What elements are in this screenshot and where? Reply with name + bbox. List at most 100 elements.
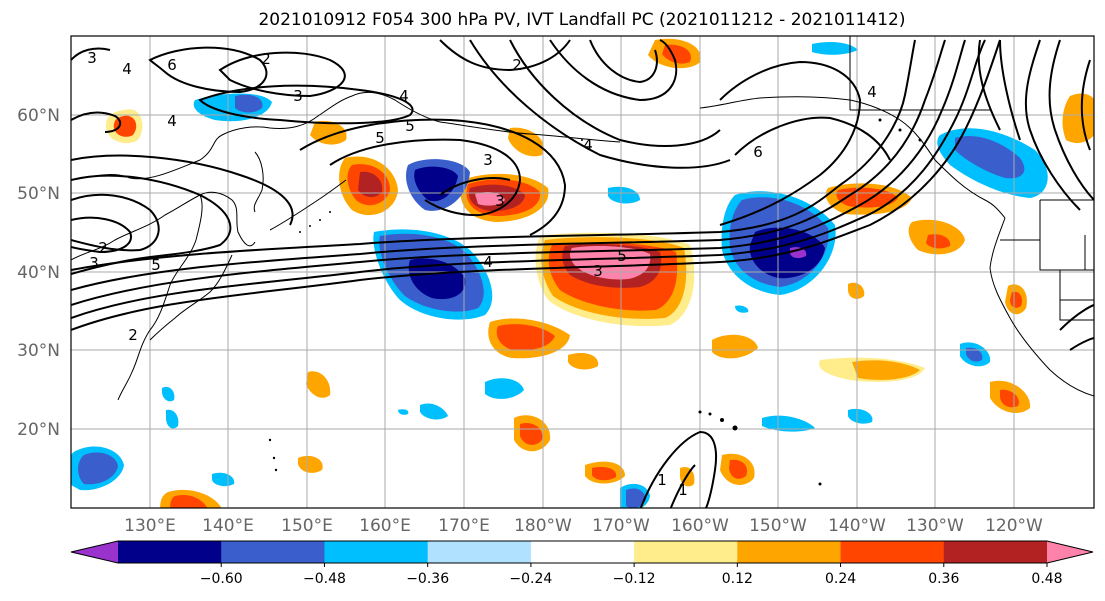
negative-anomaly [608,186,640,204]
negative-anomaly [78,452,118,485]
contour-label: 5 [405,117,415,135]
negative-anomaly [166,409,179,429]
lon-label: 120°W [985,516,1043,536]
contour-label: 6 [167,56,177,74]
islands [268,118,922,486]
negative-anomaly [408,258,466,300]
lon-label: 130°E [124,516,176,536]
lat-label: 60°N [17,106,60,126]
positive-anomaly [306,371,331,398]
negative-anomaly [212,472,235,487]
colorbar-tick-label: −0.60 [200,571,243,587]
colorbar: −0.60 −0.48 −0.36 −0.24 −0.12 0.12 0.24 0.36 0.4… [70,540,1094,587]
contour-label: 5 [151,256,161,274]
negative-anomaly [235,94,263,113]
positive-anomaly [1062,93,1094,144]
negative-anomaly [626,488,646,508]
lon-label: 160°W [671,516,729,536]
negative-anomaly [955,136,1025,179]
negative-anomaly [966,347,983,362]
colorbar-segment [634,541,738,563]
colorbar-tick-label: −0.36 [406,571,449,587]
colorbar-tick-label: 0.48 [1031,571,1062,587]
colorbar-segment [118,541,222,563]
lat-label: 20°N [17,420,60,440]
contour-label: 4 [167,112,177,130]
contour-label: 2 [261,50,271,68]
colorbar-segment [840,541,945,563]
colorbar-outline [70,540,1094,564]
lon-label: 130°W [906,516,964,536]
colorbar-segment [943,541,1048,563]
negative-anomaly [162,386,175,402]
lon-label: 150°E [281,516,333,536]
colorbar-tick-label: −0.24 [509,571,552,587]
positive-anomaly [310,120,347,145]
contour-label: 5 [617,247,627,265]
contour-label: 3 [87,49,97,67]
lat-label: 30°N [17,341,60,361]
lon-label: 170°W [592,516,650,536]
contour-label: 3 [89,254,99,272]
contour-label: 6 [753,143,763,161]
contour-labels: 3 4 6 2 3 4 5 4 5 3 2 3 4 6 4 2 3 5 4 5 … [87,49,877,499]
longitude-labels: 130°E 140°E 150°E 160°E 170°E 180°W 170°… [124,516,1043,536]
positive-anomaly [358,171,383,198]
positive-anomaly [592,467,617,481]
contour-label: 1 [678,481,688,499]
colorbar-segment [530,541,635,563]
positive-anomaly [926,234,951,249]
positive-anomaly [570,246,651,280]
colorbar-segment [427,541,532,563]
colorbar-extend-high [1047,541,1093,563]
lon-label: 170°E [438,516,490,536]
positive-anomaly [1010,291,1022,308]
contour-label: 3 [483,151,493,169]
contour-label: 2 [98,239,108,257]
negative-anomaly [790,247,807,259]
negative-anomaly [762,415,815,432]
contour-label: 4 [122,60,132,78]
contour-label: 2 [512,56,522,74]
colorbar-tick-label: −0.48 [303,571,346,587]
colorbar-segment [737,541,842,563]
contour-label: 3 [495,192,505,210]
coastlines [71,36,1094,401]
lon-label: 140°W [828,516,886,536]
gridlines [71,36,1094,508]
contour-label: 4 [867,83,877,101]
lon-label: 180°W [514,516,572,536]
colorbar-tick-label: 0.12 [722,571,753,587]
ivt-contours [71,39,1094,508]
map-area: 3 4 6 2 3 4 5 4 5 3 2 3 4 6 4 2 3 5 4 5 … [71,36,1094,508]
negative-anomaly [735,305,749,313]
positive-anomaly [848,282,865,299]
lon-label: 160°E [359,516,411,536]
map-title: 2021010912 F054 300 hPa PV, IVT Landfall… [258,10,905,30]
contour-label: 4 [483,253,493,271]
contour-label: 3 [593,262,603,280]
positive-anomaly [852,360,920,380]
positive-anomaly [712,334,758,359]
contour-label: 1 [657,471,667,489]
contour-label: 3 [293,87,303,105]
colorbar-segment [221,541,325,563]
colorbar-tick-label: 0.24 [825,571,856,587]
contour-label: 5 [375,129,385,147]
negative-anomaly [812,42,858,55]
contour-label: 4 [399,87,409,105]
colorbar-extend-low [71,541,118,563]
colorbar-segment [324,541,429,563]
positive-anomaly [520,422,543,445]
positive-anomaly [170,495,208,508]
negative-anomaly [398,409,409,415]
positive-anomaly [475,192,505,206]
positive-anomaly [298,455,323,473]
negative-anomaly [848,408,873,424]
negative-anomaly [420,403,448,420]
contour-label: 4 [583,136,593,154]
map-frame [70,35,1095,509]
positive-anomaly [729,459,748,479]
contour-label: 2 [128,326,138,344]
